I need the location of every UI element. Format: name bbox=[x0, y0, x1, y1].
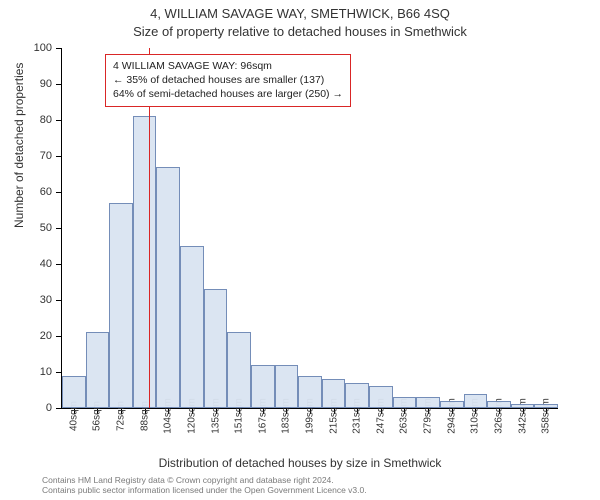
histogram-bar bbox=[393, 397, 417, 408]
histogram-bar bbox=[86, 332, 110, 408]
annotation-line: 64% of semi-detached houses are larger (… bbox=[113, 87, 343, 101]
y-tick-label: 10 bbox=[40, 366, 52, 378]
chart-title-line1: 4, WILLIAM SAVAGE WAY, SMETHWICK, B66 4S… bbox=[0, 6, 600, 21]
y-tick bbox=[56, 264, 62, 265]
histogram-bar bbox=[275, 365, 299, 408]
histogram-bar bbox=[180, 246, 204, 408]
histogram-bar bbox=[251, 365, 275, 408]
y-tick-label: 40 bbox=[40, 258, 52, 270]
y-tick-label: 0 bbox=[46, 402, 52, 414]
y-tick bbox=[56, 300, 62, 301]
histogram-bar bbox=[156, 167, 180, 408]
y-tick-label: 80 bbox=[40, 114, 52, 126]
y-axis-label: Number of detached properties bbox=[12, 63, 26, 228]
y-tick-label: 60 bbox=[40, 186, 52, 198]
y-tick-label: 20 bbox=[40, 330, 52, 342]
histogram-bar bbox=[298, 376, 322, 408]
y-tick-label: 50 bbox=[40, 222, 52, 234]
histogram-bar bbox=[487, 401, 511, 408]
y-tick-label: 30 bbox=[40, 294, 52, 306]
histogram-bar bbox=[416, 397, 440, 408]
y-tick-label: 100 bbox=[34, 42, 52, 54]
chart-container: 4, WILLIAM SAVAGE WAY, SMETHWICK, B66 4S… bbox=[0, 0, 600, 500]
histogram-bar bbox=[511, 404, 535, 408]
annotation-box: 4 WILLIAM SAVAGE WAY: 96sqm← 35% of deta… bbox=[105, 54, 351, 107]
y-tick bbox=[56, 408, 62, 409]
credits-line1: Contains HM Land Registry data © Crown c… bbox=[42, 475, 367, 486]
y-tick bbox=[56, 120, 62, 121]
y-tick-label: 90 bbox=[40, 78, 52, 90]
histogram-bar bbox=[62, 376, 86, 408]
credits: Contains HM Land Registry data © Crown c… bbox=[42, 475, 367, 496]
histogram-bar bbox=[227, 332, 251, 408]
histogram-bar bbox=[369, 386, 393, 408]
y-tick bbox=[56, 336, 62, 337]
y-tick-label: 70 bbox=[40, 150, 52, 162]
y-tick bbox=[56, 372, 62, 373]
y-tick bbox=[56, 48, 62, 49]
histogram-bar bbox=[464, 394, 488, 408]
histogram-bar bbox=[345, 383, 369, 408]
x-axis-label: Distribution of detached houses by size … bbox=[0, 456, 600, 470]
annotation-line: 4 WILLIAM SAVAGE WAY: 96sqm bbox=[113, 59, 343, 73]
histogram-bar bbox=[534, 404, 558, 408]
histogram-bar bbox=[204, 289, 228, 408]
histogram-bar bbox=[322, 379, 346, 408]
chart-title-line2: Size of property relative to detached ho… bbox=[0, 24, 600, 39]
annotation-line: ← 35% of detached houses are smaller (13… bbox=[113, 73, 343, 87]
histogram-bar bbox=[133, 116, 157, 408]
y-tick bbox=[56, 192, 62, 193]
y-tick bbox=[56, 228, 62, 229]
y-tick bbox=[56, 156, 62, 157]
histogram-bar bbox=[109, 203, 133, 408]
y-tick bbox=[56, 84, 62, 85]
histogram-bar bbox=[440, 401, 464, 408]
credits-line2: Contains public sector information licen… bbox=[42, 485, 367, 496]
plot-area: 010203040506070809010040sqm56sqm72sqm88s… bbox=[62, 48, 558, 408]
